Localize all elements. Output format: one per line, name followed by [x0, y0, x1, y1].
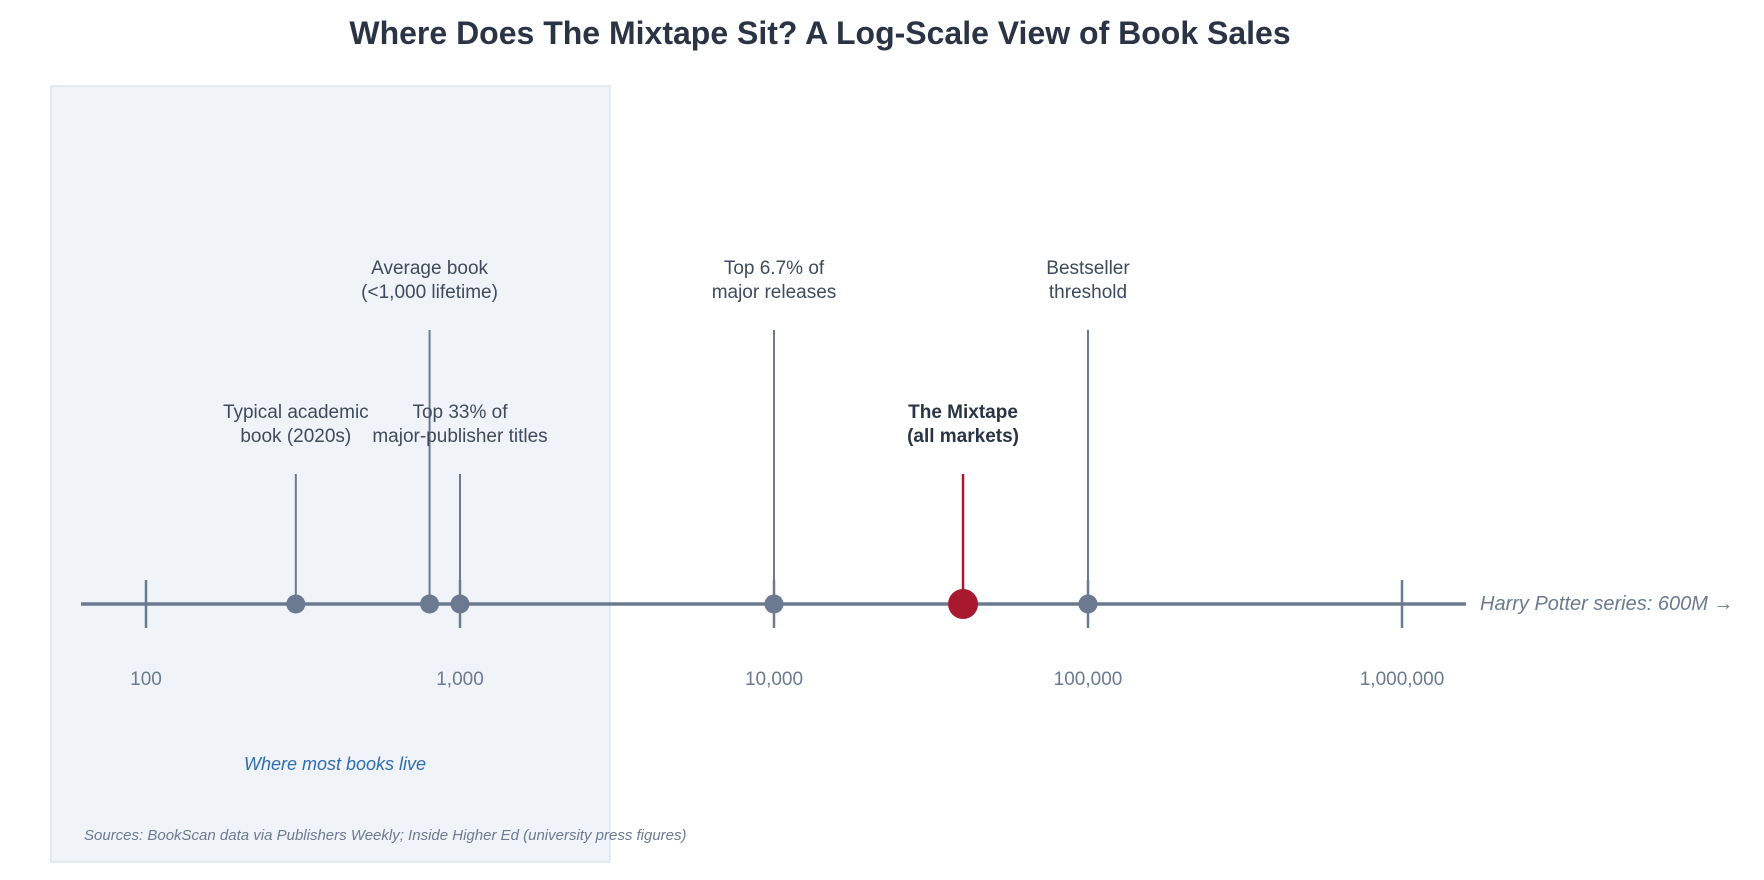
data-marker: Top 33% of major-publisher titles	[372, 402, 548, 614]
axis-ticks: 100 1,000 10,000 100,000 1,000,000	[130, 580, 1444, 690]
marker-point	[948, 589, 979, 619]
data-marker: Average book (<1,000 lifetime)	[361, 258, 498, 614]
marker-label: Typical academic book (2020s)	[223, 402, 369, 447]
marker-label-line: Typical academic	[223, 402, 369, 423]
marker-label-line: (all markets)	[907, 426, 1019, 447]
marker-label: The Mixtape (all markets)	[907, 402, 1019, 447]
marker-label-line: book (2020s)	[240, 426, 351, 447]
marker-label-line: Top 33% of	[412, 402, 508, 423]
tick-label: 100,000	[1054, 669, 1123, 690]
marker-label-line: Top 6.7% of	[724, 258, 825, 279]
marker-point	[1078, 594, 1098, 614]
offscale-annotation: Harry Potter series: 600M →	[1480, 593, 1733, 615]
source-note: Sources: BookScan data via Publishers We…	[84, 827, 687, 844]
region-label: Where most books live	[244, 754, 426, 774]
marker-label: Average book (<1,000 lifetime)	[361, 258, 498, 303]
tick-label: 1,000,000	[1360, 669, 1445, 690]
marker-label-line: (<1,000 lifetime)	[361, 282, 498, 303]
tick-label: 100	[130, 669, 162, 690]
data-markers: Typical academic book (2020s) Average book…	[223, 258, 1130, 619]
marker-point	[450, 594, 470, 614]
marker-point	[286, 594, 306, 614]
marker-label: Top 6.7% of major releases	[712, 258, 837, 303]
marker-label-line: Bestseller	[1046, 258, 1130, 279]
marker-label-line: threshold	[1049, 282, 1127, 303]
marker-label-line: major releases	[712, 282, 837, 303]
tick-label: 1,000	[436, 669, 484, 690]
marker-label-line: major-publisher titles	[372, 426, 547, 447]
data-marker: Top 6.7% of major releases	[712, 258, 837, 614]
marker-label: Top 33% of major-publisher titles	[372, 402, 547, 447]
marker-label: Bestseller threshold	[1046, 258, 1130, 303]
shaded-region	[50, 85, 611, 863]
marker-point	[764, 594, 784, 614]
marker-point	[420, 594, 440, 614]
tick-label: 10,000	[745, 669, 803, 690]
marker-label-line: The Mixtape	[908, 402, 1018, 423]
marker-label-line: Average book	[371, 258, 488, 279]
chart-title: Where Does The Mixtape Sit? A Log-Scale …	[349, 15, 1290, 51]
data-marker: Bestseller threshold	[1046, 258, 1130, 614]
data-marker: The Mixtape (all markets)	[907, 402, 1019, 619]
data-marker: Typical academic book (2020s)	[223, 402, 369, 614]
